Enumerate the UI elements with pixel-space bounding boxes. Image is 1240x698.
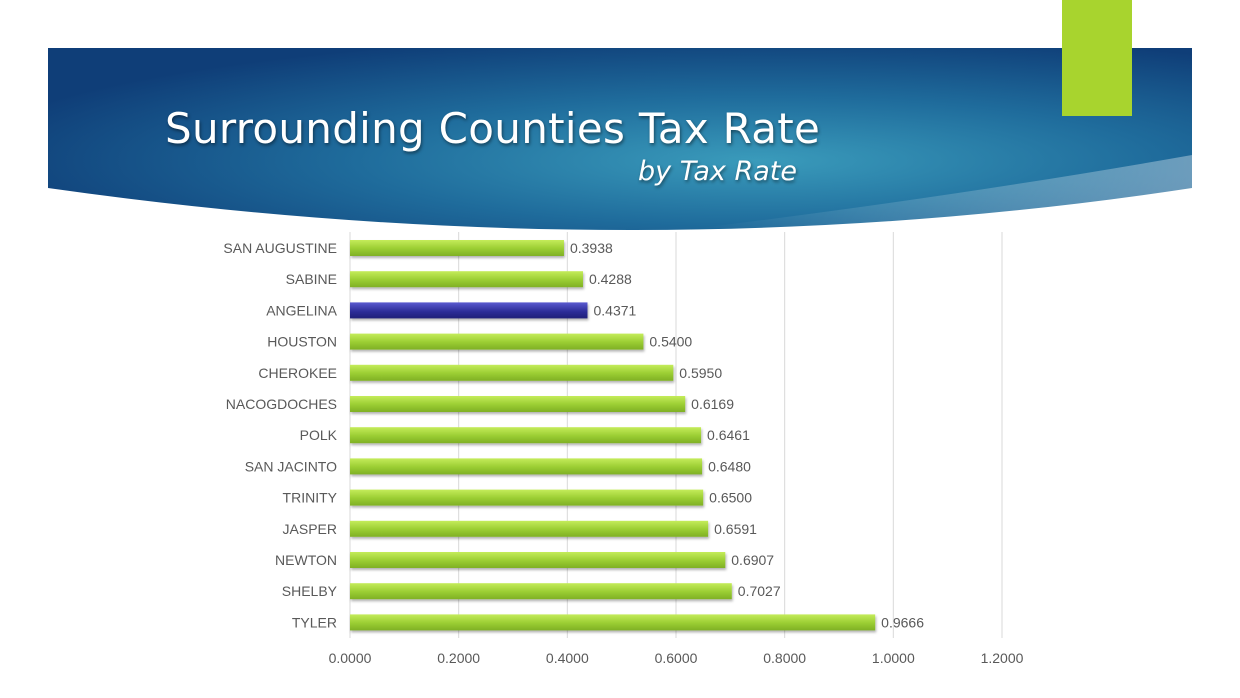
category-label: NEWTON — [275, 552, 337, 568]
bar-san-augustine — [350, 240, 564, 256]
x-tick-label: 1.0000 — [872, 650, 915, 666]
bar-polk — [350, 427, 702, 444]
data-label: 0.6591 — [714, 521, 757, 537]
x-tick-label: 0.6000 — [655, 650, 698, 666]
bar-shelby — [350, 583, 732, 600]
data-label: 0.6480 — [708, 458, 751, 474]
bar-newton — [350, 552, 726, 568]
slide-subtitle: by Tax Rate — [638, 156, 797, 187]
bar-cherokee — [350, 364, 674, 381]
category-label: SABINE — [286, 271, 337, 287]
data-label: 0.4288 — [589, 271, 632, 287]
bar-tyler — [350, 614, 876, 631]
data-label: 0.5950 — [679, 365, 722, 381]
category-label: CHEROKEE — [258, 365, 337, 381]
x-tick-label: 0.4000 — [546, 650, 589, 666]
data-label: 0.3938 — [570, 240, 613, 256]
slide-title: Surrounding Counties Tax Rate — [165, 104, 821, 153]
bar-angelina — [350, 302, 588, 319]
data-label: 0.9666 — [881, 614, 924, 630]
bar-trinity — [350, 489, 704, 506]
category-label: SHELBY — [282, 583, 338, 599]
bar-sabine — [350, 271, 583, 288]
data-label: 0.5400 — [649, 334, 692, 350]
category-label: JASPER — [283, 521, 337, 537]
data-label: 0.6500 — [709, 490, 752, 506]
data-label: 0.7027 — [738, 583, 781, 599]
category-label: SAN JACINTO — [245, 458, 337, 474]
category-label: ANGELINA — [266, 302, 337, 318]
category-label: TRINITY — [283, 490, 338, 506]
x-tick-label: 0.2000 — [437, 650, 480, 666]
category-label: NACOGDOCHES — [226, 396, 337, 412]
category-label: TYLER — [292, 614, 337, 630]
title-banner — [48, 48, 1192, 230]
bars — [350, 240, 876, 631]
data-label: 0.6907 — [731, 552, 774, 568]
bar-houston — [350, 333, 644, 350]
labels: 0.0000 0.2000 0.4000 0.6000 0.8000 1.0000 1.20… — [223, 240, 1023, 666]
data-label: 0.6461 — [707, 427, 750, 443]
bar-san-jacinto — [350, 458, 703, 475]
bar-jasper — [350, 520, 709, 537]
data-label: 0.6169 — [691, 396, 734, 412]
accent-block — [1062, 0, 1132, 116]
data-label: 0.4371 — [593, 302, 636, 318]
category-label: HOUSTON — [267, 334, 337, 350]
category-label: SAN AUGUSTINE — [223, 240, 337, 256]
x-tick-label: 0.8000 — [763, 650, 806, 666]
category-label: POLK — [300, 427, 338, 443]
x-tick-label: 1.2000 — [981, 650, 1024, 666]
x-tick-label: 0.0000 — [329, 650, 372, 666]
bar-nacogdoches — [350, 396, 686, 412]
